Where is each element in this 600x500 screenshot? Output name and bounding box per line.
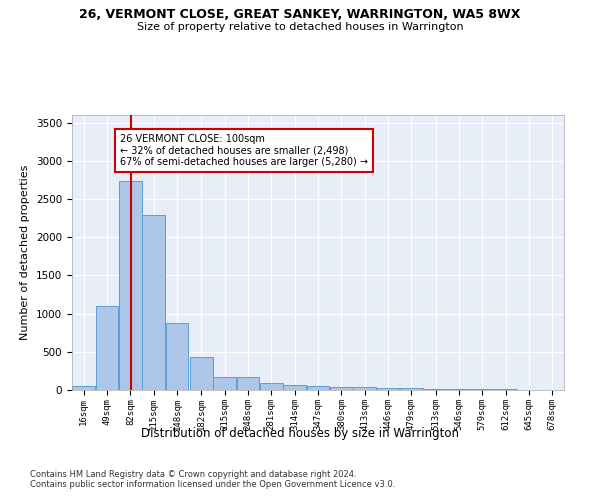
Bar [190,357,212,390]
Y-axis label: Number of detached properties: Number of detached properties [20,165,31,340]
Bar [448,389,470,390]
Bar [213,377,236,390]
Bar [236,378,259,390]
Text: Size of property relative to detached houses in Warrington: Size of property relative to detached ho… [137,22,463,32]
Bar [260,383,283,390]
Bar [283,386,306,390]
Bar [424,389,447,390]
Bar [330,387,353,390]
Bar [471,389,494,390]
Bar [142,215,165,390]
Text: 26 VERMONT CLOSE: 100sqm
← 32% of detached houses are smaller (2,498)
67% of sem: 26 VERMONT CLOSE: 100sqm ← 32% of detach… [120,134,368,168]
Text: Contains HM Land Registry data © Crown copyright and database right 2024.: Contains HM Land Registry data © Crown c… [30,470,356,479]
Bar [307,386,329,390]
Text: Distribution of detached houses by size in Warrington: Distribution of detached houses by size … [141,428,459,440]
Text: Contains public sector information licensed under the Open Government Licence v3: Contains public sector information licen… [30,480,395,489]
Bar [377,388,400,390]
Bar [353,388,376,390]
Text: 26, VERMONT CLOSE, GREAT SANKEY, WARRINGTON, WA5 8WX: 26, VERMONT CLOSE, GREAT SANKEY, WARRING… [79,8,521,20]
Bar [73,386,95,390]
Bar [400,388,423,390]
Bar [96,306,118,390]
Bar [166,323,188,390]
Bar [119,182,142,390]
